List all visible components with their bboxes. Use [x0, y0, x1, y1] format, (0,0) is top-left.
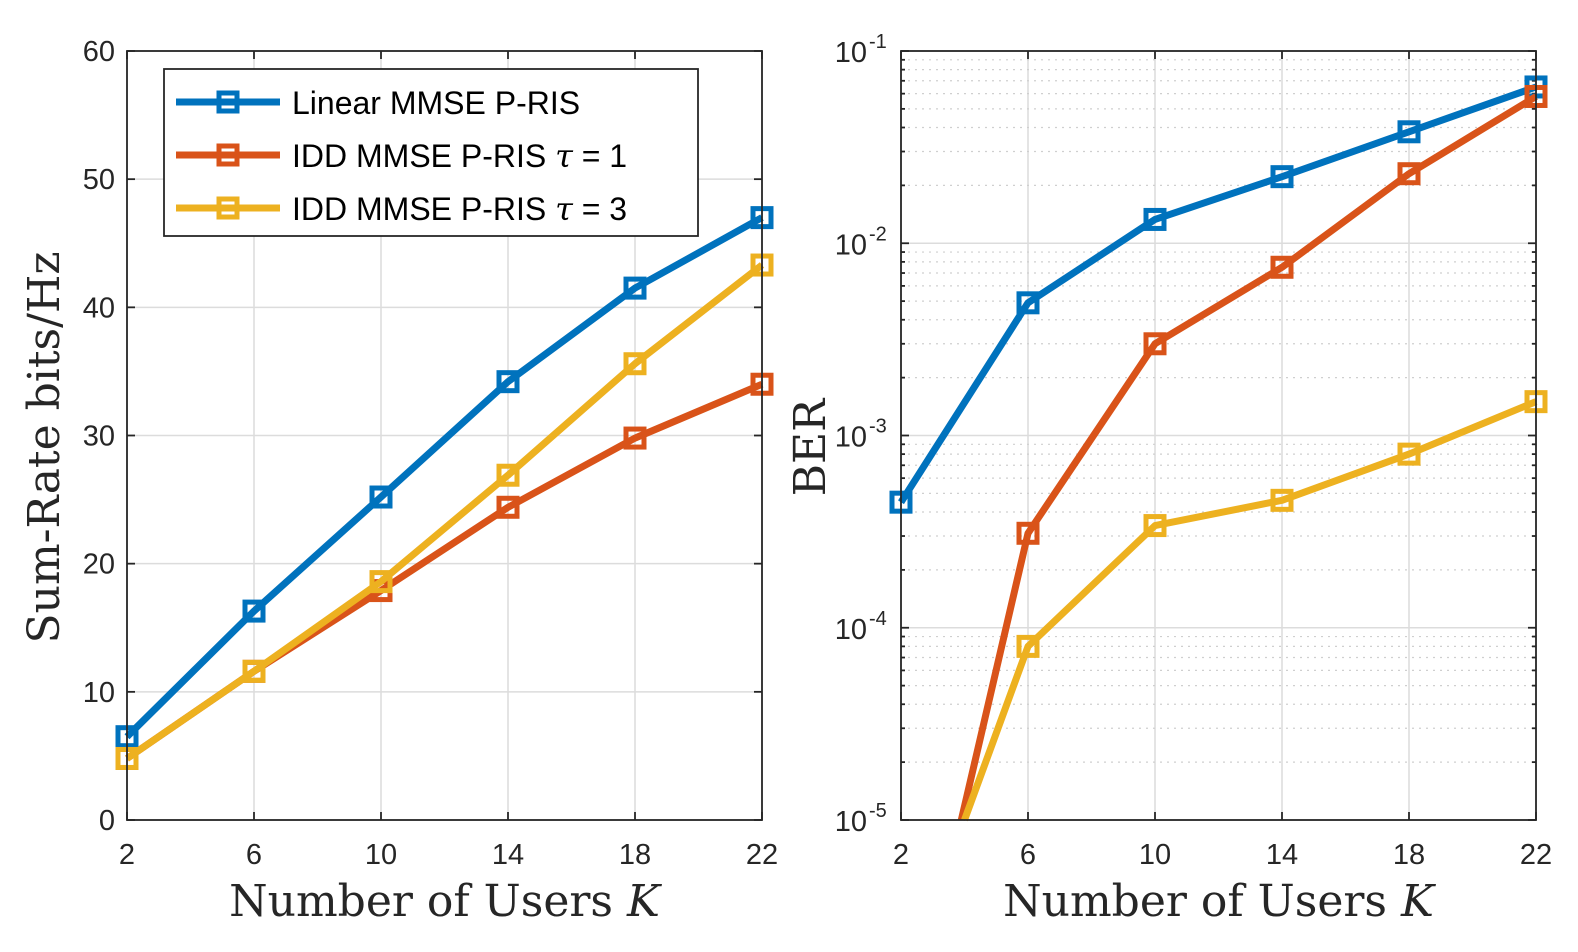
data-point: [1397, 120, 1421, 144]
x-tick-label: 18: [619, 839, 651, 871]
y-tick-base: 10: [835, 614, 867, 646]
y-tick-label: 40: [83, 292, 115, 324]
y-tick-exponent: -4: [869, 608, 887, 630]
x-tick-label: 10: [1139, 839, 1171, 871]
data-point: [623, 426, 647, 450]
axes-frame: [126, 50, 763, 821]
y-tick-label: 10 -1: [835, 31, 887, 69]
sum-rate-chart: 2 6 10 14 18 22 0 10 20 30 40 50 60 Number of Users K…: [19, 36, 778, 927]
x-axis-label: Number of Users K: [229, 876, 662, 927]
legend-label-value: = 3: [573, 191, 627, 227]
data-point: [1270, 255, 1294, 279]
x-tick-label: 6: [246, 839, 262, 871]
data-point: [369, 570, 393, 594]
legend-label-value: = 1: [573, 138, 627, 174]
x-axis-label-text: Number of Users: [1003, 876, 1401, 927]
series-line: [125, 262, 765, 762]
y-tick-base: 10: [835, 229, 867, 261]
y-tick-label: 10 -2: [835, 223, 887, 261]
legend-marker: [216, 196, 240, 220]
series-line: [898, 83, 1538, 505]
data-point: [1016, 634, 1040, 658]
y-tick-exponent: -1: [869, 31, 887, 53]
data-point: [623, 352, 647, 376]
legend-entry-1: Linear MMSE P-RIS: [176, 85, 580, 121]
data-point: [496, 370, 520, 394]
y-tick-exponent: -2: [869, 223, 887, 245]
axes-frame: [900, 50, 1537, 821]
y-tick-label: 60: [83, 36, 115, 68]
legend-label: IDD MMSE P-RIS τ = 1: [292, 137, 627, 175]
y-tick-base: 10: [835, 422, 867, 454]
x-tick-label: 22: [746, 839, 778, 871]
data-point: [242, 659, 266, 683]
y-tick-exponent: -3: [869, 416, 887, 438]
data-point: [1143, 207, 1167, 231]
legend-label-variable: τ: [555, 190, 574, 228]
series-3: [115, 253, 774, 770]
x-axis-label: Number of Users K: [1003, 876, 1436, 927]
y-tick-label: 0: [99, 805, 115, 837]
x-axis-label-variable: K: [1400, 876, 1436, 927]
x-axis-label-text: Number of Users: [229, 876, 627, 927]
series-line: [957, 93, 1538, 821]
x-tick-label: 10: [365, 839, 397, 871]
x-tick-label: 2: [893, 839, 909, 871]
y-axis-label: BER: [785, 397, 836, 496]
data-point: [1016, 521, 1040, 545]
y-tick-base: 10: [835, 806, 867, 838]
x-tick-label: 2: [119, 839, 135, 871]
data-point: [1397, 442, 1421, 466]
y-tick-label: 30: [83, 421, 115, 453]
data-point: [496, 495, 520, 519]
legend-entry-3: IDD MMSE P-RIS τ = 3: [176, 190, 627, 228]
data-point: [1016, 291, 1040, 315]
y-tick-label: 10 -5: [835, 800, 887, 838]
series-line: [124, 214, 764, 740]
y-tick-label: 10: [83, 677, 115, 709]
x-tick-label: 6: [1020, 839, 1036, 871]
legend-entry-2: IDD MMSE P-RIS τ = 1: [176, 137, 627, 175]
y-tick-label: 50: [83, 164, 115, 196]
y-tick-label: 10 -3: [835, 416, 887, 454]
series-1: [889, 75, 1548, 514]
legend-marker: [216, 143, 240, 167]
y-tick-base: 10: [835, 37, 867, 69]
y-tick-exponent: -5: [869, 800, 887, 822]
data-point: [1397, 162, 1421, 186]
x-tick-label: 14: [1266, 839, 1298, 871]
x-tick-label: 18: [1393, 839, 1425, 871]
y-tick-label: 20: [83, 549, 115, 581]
data-point: [1143, 332, 1167, 356]
data-point: [369, 485, 393, 509]
data-point: [623, 276, 647, 300]
x-axis-label-variable: K: [626, 876, 662, 927]
y-axis-label: Sum-Rate bits/Hz: [19, 251, 70, 643]
data-point: [1270, 165, 1294, 189]
x-tick-label: 14: [492, 839, 524, 871]
data-point: [1143, 514, 1167, 538]
data-point: [496, 463, 520, 487]
data-point: [242, 599, 266, 623]
legend-label-text: IDD MMSE P-RIS: [292, 191, 555, 227]
x-tick-label: 22: [1520, 839, 1552, 871]
legend-label: IDD MMSE P-RIS τ = 3: [292, 190, 627, 228]
legend-marker: [216, 90, 240, 114]
legend-label-variable: τ: [555, 137, 574, 175]
legend-label-text: Linear MMSE P-RIS: [292, 85, 580, 121]
legend-label: Linear MMSE P-RIS: [292, 85, 580, 121]
data-point: [1270, 488, 1294, 512]
legend-label-text: IDD MMSE P-RIS: [292, 138, 555, 174]
y-tick-label: 10 -4: [835, 608, 887, 646]
series-line: [961, 398, 1538, 822]
